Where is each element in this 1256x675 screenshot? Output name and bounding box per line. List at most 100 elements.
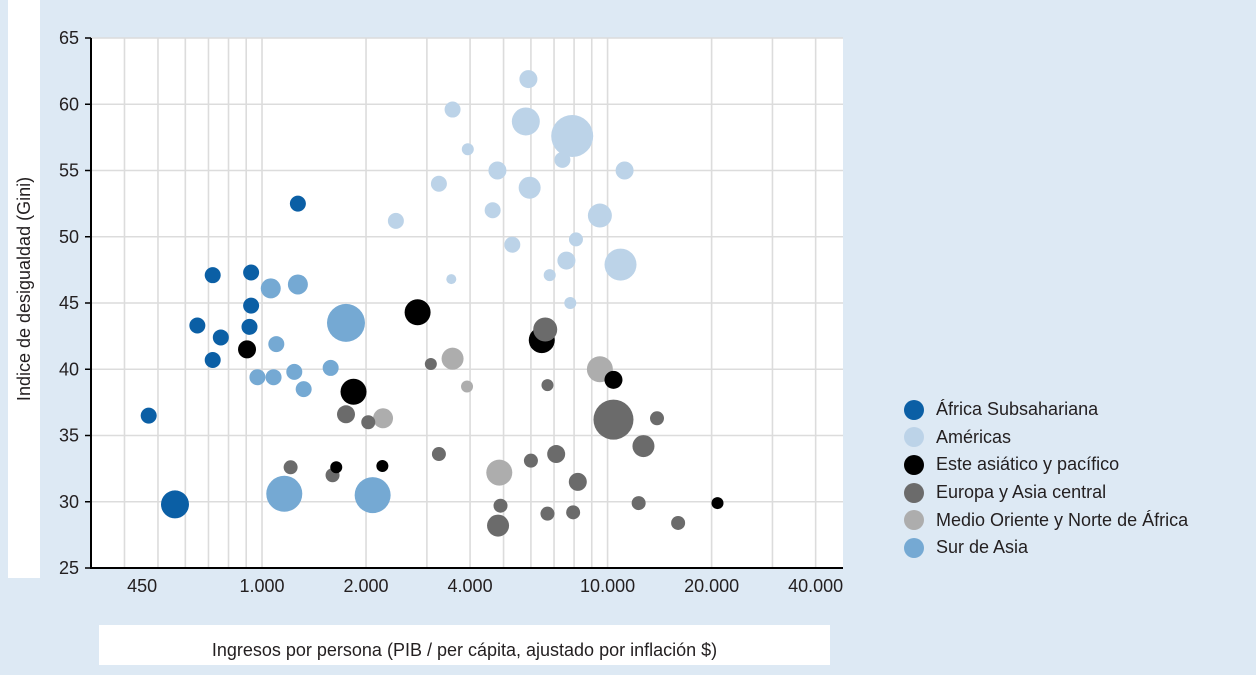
data-point [287,274,308,295]
y-tick-label: 50 [59,227,79,247]
data-point [568,232,583,247]
legend-label: Europa y Asia central [936,482,1107,503]
data-point [424,357,437,370]
data-point [373,408,394,429]
data-point [568,472,587,491]
data-point [376,459,389,472]
legend-item: Américas [900,424,1188,452]
data-point [354,477,391,514]
data-point [511,107,540,136]
legend-label: Este asiático y pacífico [936,454,1120,475]
legend-swatch [904,510,924,531]
legend-item: Este asiático y pacífico [900,451,1188,479]
data-point [326,303,365,342]
axes [85,37,843,569]
data-point [631,496,646,511]
legend-swatch [904,537,924,558]
data-point [336,405,355,424]
data-point [430,175,447,192]
data-point [295,381,312,398]
data-points [140,70,724,537]
y-tick-label: 45 [59,293,79,313]
data-point [488,161,507,180]
data-point [566,505,581,520]
data-point [289,195,306,212]
data-point [650,411,665,426]
data-point [446,274,457,285]
data-point [189,317,206,334]
legend: África Subsahariana Américas Este asiático… [900,396,1188,562]
data-point [593,399,634,440]
data-point [504,236,521,253]
legend-item: Sur de Asia [900,534,1188,562]
legend-item: Medio Oriente y Norte de África [900,506,1188,534]
data-point [322,359,339,376]
x-tick-labels: 450 1.000 2.000 4.000 10.000 20.000 40.000 [127,576,843,596]
data-point [604,248,637,281]
grid-lines [91,37,843,569]
legend-swatch [904,427,924,448]
legend-swatch [904,482,924,503]
data-point [238,340,257,359]
data-point [484,202,501,219]
data-point [487,514,510,537]
data-point [543,269,556,282]
data-point [444,101,461,118]
data-point [265,369,282,386]
data-point [632,435,655,458]
x-axis-label: Ingresos por persona (PIB / per cápita, … [99,625,830,665]
x-tick-label: 40.000 [788,576,843,596]
x-tick-label: 1.000 [239,576,284,596]
data-point [243,264,260,281]
data-point [554,151,571,168]
ylabel-background [8,0,40,578]
data-point [160,490,189,519]
data-point [551,115,594,158]
legend-label: Américas [936,426,1012,447]
data-point [533,317,558,342]
chart-area: Indice de desigualdad (Gini) 25 30 35 40 45 5… [8,0,1188,665]
data-point [615,161,634,180]
legend-swatch [904,399,924,420]
y-tick-label: 40 [59,359,79,379]
data-point [243,297,260,314]
y-tick-label: 25 [59,558,79,578]
data-point [241,318,258,335]
data-point [493,498,508,513]
data-point [212,329,229,346]
legend-label: África Subsahariana [936,399,1099,420]
data-point [260,278,281,299]
data-point [266,475,303,512]
data-point [404,299,431,326]
data-point [268,336,285,353]
data-point [541,379,554,392]
data-point [523,453,538,468]
legend-label: Sur de Asia [936,537,1029,558]
legend-label: Medio Oriente y Norte de África [936,509,1189,530]
data-point [387,212,404,229]
data-point [518,176,541,199]
x-tick-label: 10.000 [580,576,635,596]
data-point [140,407,157,424]
y-tick-labels: 25 30 35 40 45 50 55 60 65 [59,28,79,578]
data-point [431,447,446,462]
data-point [547,445,566,464]
data-point [361,415,376,430]
y-tick-label: 60 [59,94,79,114]
data-point [286,363,303,380]
x-tick-label: 450 [127,576,157,596]
data-point [486,459,513,486]
data-point [340,378,367,405]
data-point [330,461,343,474]
data-point [711,497,724,510]
y-tick-label: 35 [59,426,79,446]
y-tick-label: 30 [59,492,79,512]
data-point [204,267,221,284]
legend-swatch [904,454,924,475]
x-tick-label: 4.000 [448,576,493,596]
data-point [441,347,464,370]
data-point [283,460,298,475]
data-point [564,297,577,309]
data-point [604,370,623,389]
data-point [540,506,555,521]
